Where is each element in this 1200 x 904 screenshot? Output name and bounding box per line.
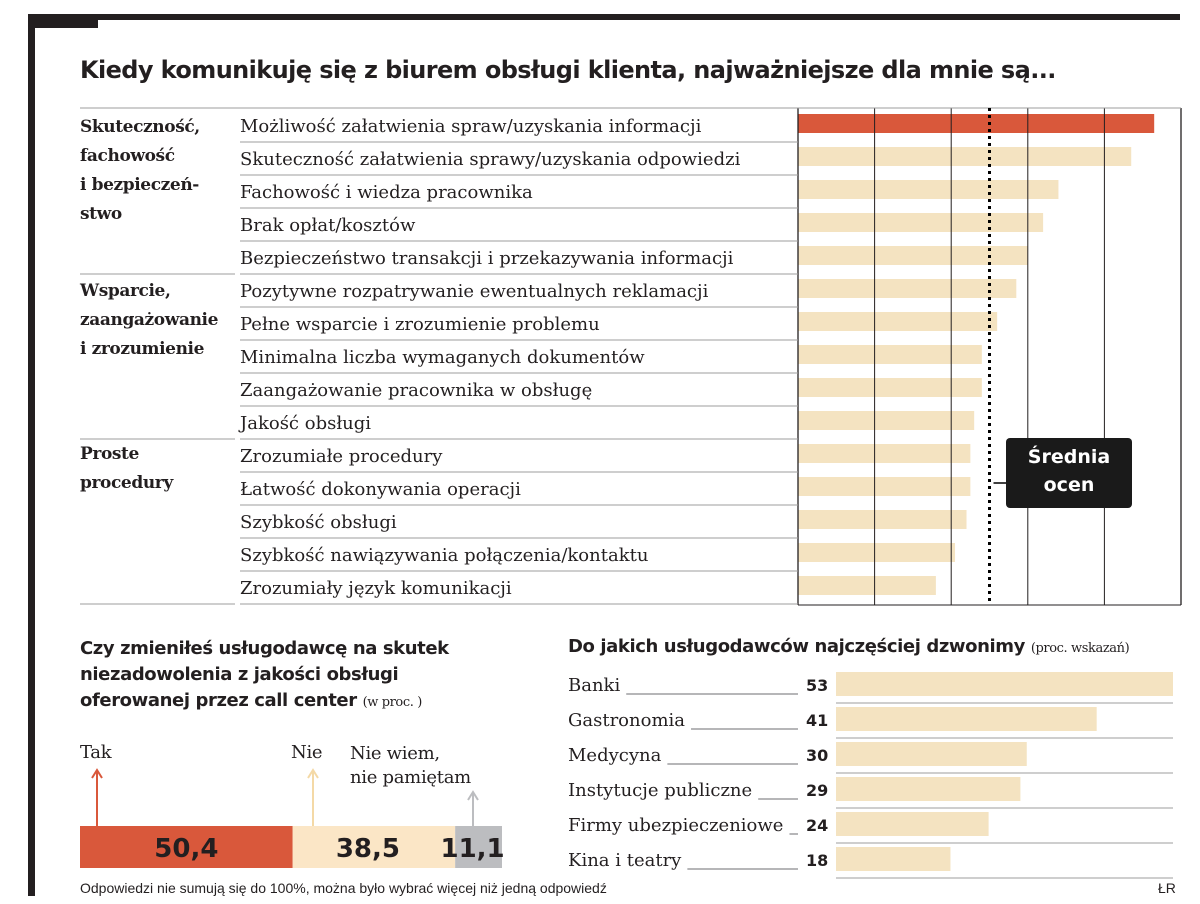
x-tick-label-4: 8 bbox=[1099, 618, 1110, 620]
bar-6 bbox=[798, 312, 998, 331]
group-label-skutecznosc: Skuteczność, fachowość i bezpieczeń- stw… bbox=[80, 117, 200, 224]
footnote: Odpowiedzi nie sumują się do 100%, można… bbox=[80, 880, 607, 896]
provider-label-3: Instytucje publiczne bbox=[568, 780, 752, 801]
switch-question-title: Czy zmieniłeś usługodawcę na skutek niez… bbox=[80, 638, 449, 711]
bar-9 bbox=[798, 411, 975, 430]
frame-left-rule bbox=[28, 14, 35, 896]
chart-title: Kiedy komunikuję się z biurem obsługi kl… bbox=[80, 56, 1056, 84]
bar-5 bbox=[798, 279, 1017, 298]
bar-3 bbox=[798, 213, 1044, 232]
provider-value-0: 53 bbox=[806, 676, 828, 695]
provider-value-3: 29 bbox=[806, 781, 828, 800]
row-label-11: Łatwość dokonywania operacji bbox=[240, 479, 521, 500]
bar-2 bbox=[798, 180, 1059, 199]
provider-value-4: 24 bbox=[806, 816, 828, 835]
row-label-5: Pozytywne rozpatrywanie ewentualnych rek… bbox=[240, 281, 709, 302]
provider-bar-4 bbox=[836, 812, 989, 836]
provider-bar-2 bbox=[836, 742, 1027, 766]
row-label-14: Zrozumiały język komunikacji bbox=[240, 578, 512, 599]
x-tick-label-2: 4 bbox=[946, 618, 957, 620]
bar-13 bbox=[798, 543, 956, 562]
provider-label-0: Banki bbox=[568, 675, 620, 696]
provider-value-5: 18 bbox=[806, 851, 828, 870]
main-chart-svg: Możliwość załatwienia spraw/uzyskania in… bbox=[80, 107, 1198, 638]
stacked-value-1: 38,5 bbox=[336, 834, 400, 864]
provider-bar-5 bbox=[836, 847, 951, 871]
bar-14 bbox=[798, 576, 936, 595]
row-label-0: Możliwość załatwienia spraw/uzyskania in… bbox=[240, 116, 702, 137]
answer-label-nie-wiem: Nie wiem, nie pamiętam bbox=[350, 743, 471, 788]
row-label-4: Bezpieczeństwo transakcji i przekazywani… bbox=[240, 248, 734, 269]
bar-11 bbox=[798, 477, 971, 496]
frame-corner bbox=[28, 14, 98, 28]
group-label-wsparcie: Wsparcie, zaangażowanie i zrozumienie bbox=[80, 281, 219, 359]
bar-12 bbox=[798, 510, 967, 529]
x-tick-label-5: 10 bbox=[1176, 618, 1198, 620]
bar-7 bbox=[798, 345, 982, 364]
row-label-9: Jakość obsługi bbox=[238, 413, 371, 434]
group-label-proste-procedury: Proste procedury bbox=[80, 444, 173, 493]
provider-label-1: Gastronomia bbox=[568, 710, 685, 731]
switch-unit: (w proc. ) bbox=[362, 695, 423, 710]
row-label-6: Pełne wsparcie i zrozumienie problemu bbox=[240, 314, 600, 335]
stacked-arrowhead-1 bbox=[307, 768, 319, 779]
provider-label-2: Medycyna bbox=[568, 745, 662, 766]
row-label-10: Zrozumiałe procedury bbox=[240, 446, 443, 467]
row-label-8: Zaangażowanie pracownika w obsługę bbox=[240, 380, 592, 401]
row-label-2: Fachowość i wiedza pracownika bbox=[240, 182, 533, 203]
providers-title: Do jakich usługodawców najczęściej dzwon… bbox=[568, 636, 1130, 657]
average-legend-box: Średnia ocen bbox=[1006, 438, 1132, 508]
x-tick-label-1: 2 bbox=[870, 618, 881, 620]
row-label-3: Brak opłat/kosztów bbox=[240, 215, 416, 236]
provider-label-5: Kina i teatry bbox=[568, 850, 682, 871]
providers-unit: (proc. wskazań) bbox=[1030, 641, 1130, 656]
stacked-value-2: 11,1 bbox=[441, 834, 505, 864]
provider-bar-3 bbox=[836, 777, 1021, 801]
providers-bar-chart: Banki 53 Gastronomia 41 Medycyna 30 Instytucje… bbox=[0, 660, 1200, 880]
providers-chart-svg: Banki 53 Gastronomia 41 Medycyna 30 Instytucje… bbox=[568, 672, 1173, 879]
main-bar-chart: Możliwość załatwienia spraw/uzyskania in… bbox=[80, 107, 1198, 638]
stacked-chart-svg: 50,4 38,5 11,1 bbox=[80, 768, 505, 868]
provider-label-4: Firmy ubezpieczeniowe bbox=[568, 815, 783, 836]
x-tick-label-0: 0% bbox=[798, 618, 825, 620]
stacked-segment-0 bbox=[80, 826, 293, 868]
bar-4 bbox=[798, 246, 1028, 265]
stacked-segment-2 bbox=[455, 826, 502, 868]
frame-top-rule bbox=[28, 14, 1180, 20]
bar-8 bbox=[798, 378, 982, 397]
bar-1 bbox=[798, 147, 1132, 166]
provider-bar-1 bbox=[836, 707, 1097, 731]
row-label-7: Minimalna liczba wymaganych dokumentów bbox=[240, 347, 645, 368]
answer-label-tak: Tak bbox=[80, 742, 112, 763]
answer-label-nie: Nie bbox=[291, 742, 323, 763]
bar-10 bbox=[798, 444, 971, 463]
stacked-segment-1 bbox=[292, 826, 456, 868]
row-label-1: Skuteczność załatwienia sprawy/uzyskania… bbox=[240, 149, 741, 170]
row-label-12: Szybkość obsługi bbox=[240, 512, 397, 533]
bar-0 bbox=[798, 114, 1155, 133]
row-label-13: Szybkość nawiązywania połączenia/kontakt… bbox=[240, 545, 648, 566]
provider-value-2: 30 bbox=[806, 746, 828, 765]
stacked-value-0: 50,4 bbox=[154, 834, 218, 864]
provider-value-1: 41 bbox=[806, 711, 828, 730]
switch-stacked-bar: 50,4 38,5 11,1 bbox=[0, 740, 560, 870]
credit: ŁR bbox=[1158, 880, 1176, 896]
stacked-arrowhead-2 bbox=[467, 790, 479, 801]
provider-bar-0 bbox=[836, 672, 1173, 696]
stacked-arrowhead-0 bbox=[91, 768, 103, 779]
x-tick-label-3: 6 bbox=[1023, 618, 1034, 620]
